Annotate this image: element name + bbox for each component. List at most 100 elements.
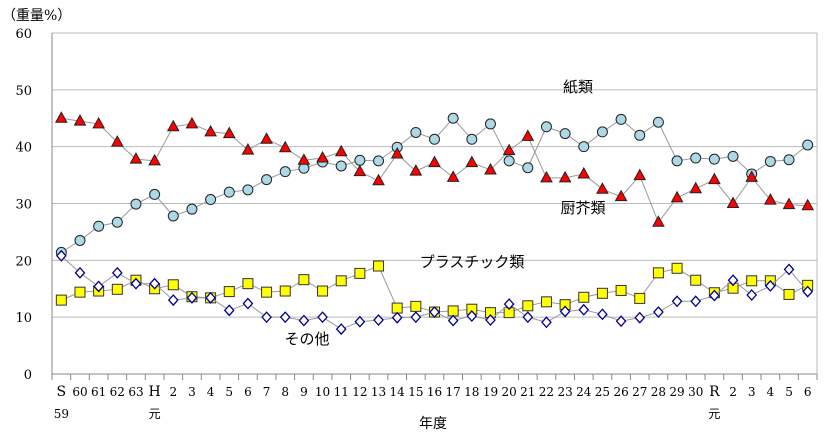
other-point (111, 266, 123, 279)
kitchen-point (558, 170, 572, 183)
x-tick-label: 61 (91, 385, 106, 399)
paper-point (429, 133, 440, 145)
paper-point (484, 118, 496, 130)
paper-point (522, 162, 534, 174)
other-point (167, 294, 179, 307)
x-tick-label: 28 (651, 385, 666, 399)
plastic-point (540, 296, 552, 308)
x-axis-label: 年度 (419, 416, 447, 432)
plastic-point (261, 286, 273, 298)
other-point (55, 249, 67, 262)
paper-point (354, 154, 366, 166)
plastic-point (335, 275, 347, 287)
kitchen-point (652, 215, 665, 227)
y-tick-label: 0 (24, 368, 32, 383)
kitchen-point (670, 190, 684, 203)
other-point (709, 289, 720, 302)
other-point (783, 263, 795, 276)
other-point (149, 277, 160, 290)
x-tick-label: 5 (785, 385, 793, 399)
kitchen-point (390, 147, 404, 159)
kitchen-point (372, 173, 385, 186)
kitchen-point (204, 124, 217, 137)
paper-point (596, 126, 608, 138)
x-tick-label: 13 (371, 385, 386, 399)
other-point (653, 306, 664, 319)
kitchen-point (502, 143, 516, 156)
paper-point (652, 116, 664, 128)
x-tick-label: 22 (539, 385, 554, 399)
plastic-point (317, 285, 329, 297)
x-tick-label: 19 (483, 385, 498, 399)
plastic-point (447, 305, 459, 317)
paper-point (578, 141, 590, 153)
other-point (541, 316, 552, 329)
other-point (671, 295, 683, 308)
other-point (279, 311, 291, 324)
paper-point (130, 198, 142, 210)
x-tick-label: H (149, 384, 161, 400)
other-point (690, 295, 702, 308)
x-tick-label: 20 (501, 385, 516, 399)
x-tick-label: 6 (244, 385, 252, 399)
plastic-point (111, 283, 123, 295)
kitchen-point (241, 143, 255, 155)
x-tick-label: 5 (225, 385, 233, 399)
x-tick-label: 8 (281, 385, 289, 399)
other-point (130, 277, 142, 290)
other-point (335, 323, 347, 336)
x-tick-label: 62 (110, 385, 125, 399)
x-tick-label: 18 (464, 385, 479, 399)
x-tick-label: 63 (128, 385, 143, 399)
kitchen-point (92, 116, 105, 129)
paper-point (223, 186, 235, 198)
plastic-point (634, 292, 646, 304)
plastic-point (652, 267, 664, 279)
paper-point (111, 216, 123, 228)
kitchen-point (614, 189, 628, 202)
plastic-point (391, 302, 403, 314)
other-point (578, 303, 590, 316)
plastic-point (522, 300, 534, 312)
other-point (261, 311, 272, 324)
x-tick-label: 元 (708, 407, 720, 421)
paper-point (242, 184, 254, 196)
kitchen-point (633, 168, 647, 181)
kitchen-point (129, 152, 143, 164)
kitchen-point (54, 111, 68, 123)
other-point (615, 315, 627, 328)
kitchen-point (260, 132, 273, 144)
kitchen-point (73, 114, 87, 126)
plastic-point (410, 300, 422, 312)
x-tick-label: 27 (632, 385, 647, 399)
x-tick-label: 元 (149, 407, 161, 421)
kitchen-point (726, 196, 740, 208)
x-tick-label: 14 (390, 385, 406, 399)
other-point (298, 314, 310, 327)
plastic-point (298, 274, 310, 286)
y-tick-label: 60 (15, 27, 32, 42)
other-point (634, 311, 646, 324)
kitchen-point (801, 198, 815, 211)
other-point (485, 314, 496, 326)
paper-point (93, 220, 105, 232)
x-tick-label: 2 (169, 385, 177, 399)
paper-point (540, 121, 552, 133)
x-tick-label: 12 (352, 385, 367, 399)
kitchen-point (334, 144, 348, 157)
other-point (205, 291, 216, 304)
paper-point (149, 188, 161, 200)
x-tick-label: 11 (334, 385, 349, 399)
x-tick-label: 59 (54, 407, 69, 421)
other-point (559, 305, 571, 318)
paper-point (373, 155, 385, 167)
other-point (223, 304, 235, 317)
paper-point (205, 194, 217, 206)
plastic-point (223, 286, 235, 298)
kitchen-point (596, 182, 609, 194)
x-tick-label: 7 (263, 385, 271, 399)
x-tick-label: 6 (804, 385, 812, 399)
plastic-point (55, 294, 67, 306)
x-tick-label: R (709, 384, 720, 400)
x-tick-label: 30 (688, 385, 703, 399)
